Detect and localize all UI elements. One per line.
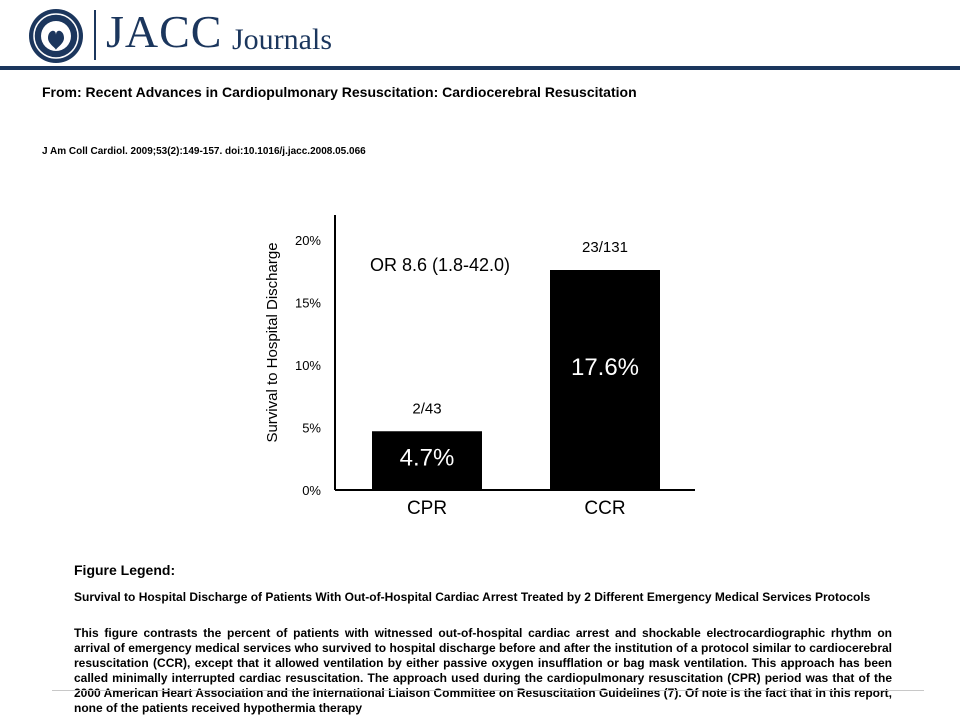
bar-value-label: 17.6%: [571, 354, 639, 381]
figure-legend-title: Figure Legend:: [74, 562, 176, 578]
y-tick-label: 0%: [302, 483, 321, 498]
odds-ratio-annotation: OR 8.6 (1.8-42.0): [370, 255, 510, 275]
header-rule: [0, 66, 960, 70]
figure-legend-subtitle: Survival to Hospital Discharge of Patien…: [74, 590, 871, 604]
journal-brand-jacc: JACC: [106, 6, 223, 57]
bar-count-label: 2/43: [412, 400, 441, 417]
journal-header: JACC Journals: [0, 0, 960, 70]
y-tick-label: 20%: [295, 233, 321, 248]
article-from-line: From: Recent Advances in Cardiopulmonary…: [42, 84, 637, 100]
journal-brand-journals: Journals: [232, 23, 332, 56]
survival-bar-chart: 0% 5% 10% 15% 20% Survival to Hospital Discha…: [264, 215, 695, 519]
logo-divider: [94, 10, 96, 60]
y-tick-label: 10%: [295, 358, 321, 373]
bar-ccr: [550, 270, 660, 490]
figure-legend-body: This figure contrasts the percent of pat…: [74, 626, 892, 715]
y-tick-label: 15%: [295, 296, 321, 311]
bar-cpr: [372, 431, 482, 490]
bar-value-label: 4.7%: [400, 444, 455, 471]
x-category-label: CCR: [584, 498, 625, 519]
college-seal-logo: [29, 9, 83, 63]
article-citation: J Am Coll Cardiol. 2009;53(2):149-157. d…: [42, 146, 366, 157]
footer-divider: [52, 690, 924, 691]
x-category-label: CPR: [407, 498, 447, 519]
bar-count-label: 23/131: [582, 239, 628, 256]
y-tick-label: 5%: [302, 421, 321, 436]
y-axis-label: Survival to Hospital Discharge: [264, 242, 281, 442]
